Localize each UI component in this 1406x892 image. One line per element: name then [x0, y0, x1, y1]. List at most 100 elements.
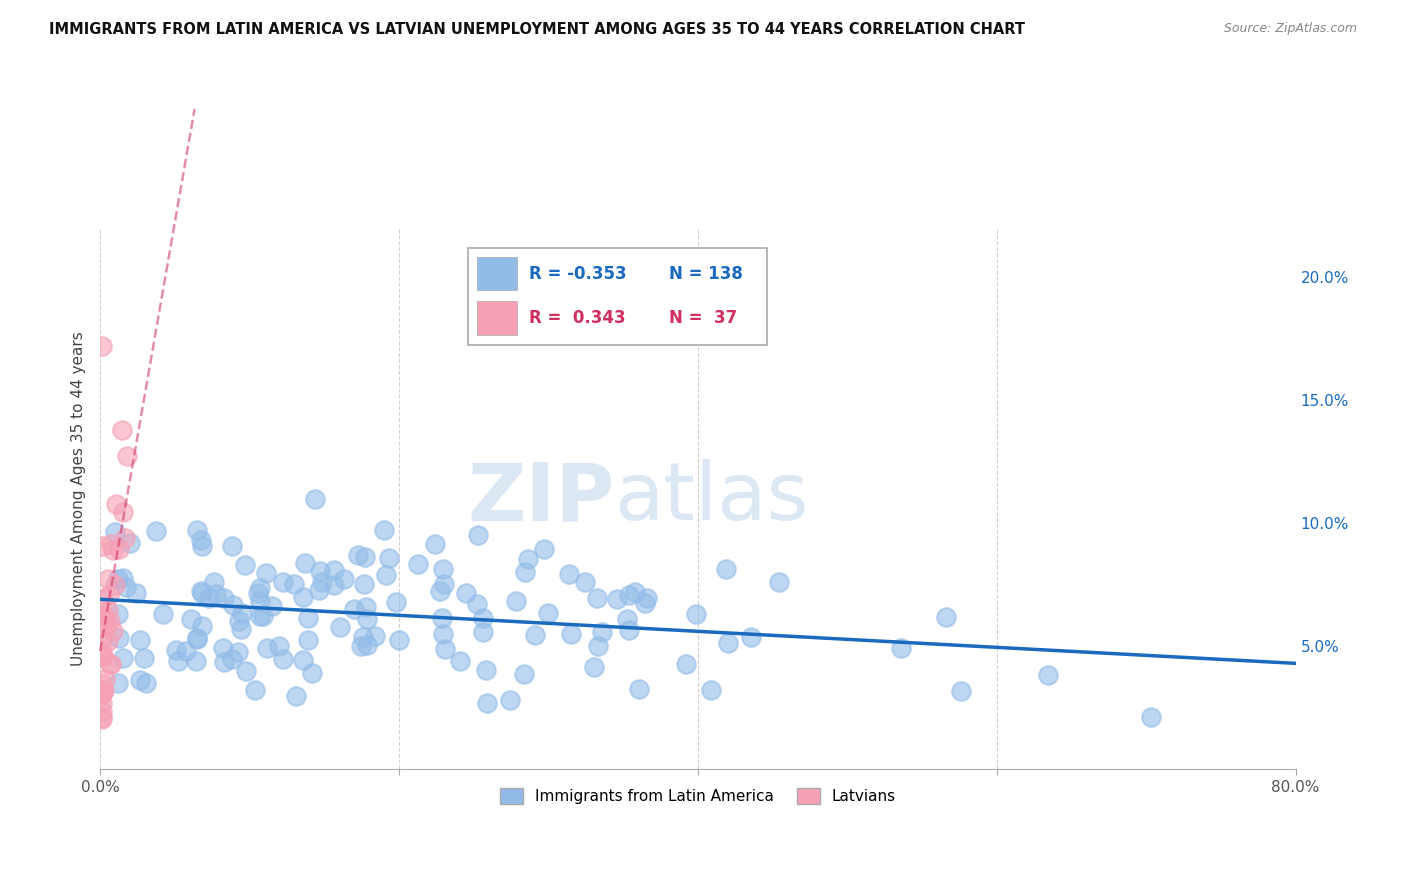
Immigrants from Latin America	[449, 654, 471, 668]
Immigrants from Latin America	[474, 663, 496, 677]
Latvians	[91, 685, 114, 699]
Immigrants from Latin America	[267, 639, 290, 653]
Latvians	[107, 542, 129, 557]
Immigrants from Latin America	[675, 657, 697, 671]
Immigrants from Latin America	[228, 614, 250, 628]
Immigrants from Latin America	[467, 528, 489, 542]
Immigrants from Latin America	[283, 577, 305, 591]
Immigrants from Latin America	[221, 652, 243, 666]
Immigrants from Latin America	[186, 654, 208, 668]
Immigrants from Latin America	[375, 567, 398, 582]
Immigrants from Latin America	[118, 535, 141, 549]
Immigrants from Latin America	[433, 576, 456, 591]
Immigrants from Latin America	[180, 612, 202, 626]
Latvians	[100, 615, 122, 629]
Immigrants from Latin America	[135, 676, 157, 690]
Immigrants from Latin America	[619, 588, 641, 602]
Immigrants from Latin America	[152, 607, 174, 621]
Immigrants from Latin America	[700, 683, 723, 698]
Immigrants from Latin America	[128, 633, 150, 648]
Immigrants from Latin America	[354, 549, 377, 564]
Latvians	[104, 497, 127, 511]
Immigrants from Latin America	[388, 632, 411, 647]
Latvians	[91, 540, 114, 554]
Immigrants from Latin America	[560, 627, 582, 641]
Immigrants from Latin America	[235, 664, 257, 678]
Latvians	[111, 423, 134, 437]
Immigrants from Latin America	[1140, 709, 1163, 723]
Immigrants from Latin America	[226, 645, 249, 659]
Immigrants from Latin America	[190, 533, 212, 548]
Immigrants from Latin America	[517, 551, 540, 566]
Immigrants from Latin America	[472, 611, 495, 625]
Immigrants from Latin America	[107, 676, 129, 690]
Latvians	[91, 649, 114, 664]
Latvians	[94, 613, 117, 627]
Latvians	[112, 505, 135, 519]
Y-axis label: Unemployment Among Ages 35 to 44 years: Unemployment Among Ages 35 to 44 years	[72, 331, 86, 665]
Immigrants from Latin America	[499, 693, 522, 707]
Immigrants from Latin America	[197, 591, 219, 606]
Immigrants from Latin America	[935, 610, 957, 624]
Latvians	[90, 696, 112, 710]
Immigrants from Latin America	[108, 632, 131, 646]
Immigrants from Latin America	[333, 572, 356, 586]
Immigrants from Latin America	[297, 632, 319, 647]
Latvians	[97, 588, 120, 602]
Immigrants from Latin America	[291, 653, 314, 667]
Immigrants from Latin America	[249, 593, 271, 607]
Latvians	[90, 643, 112, 657]
Immigrants from Latin America	[252, 609, 274, 624]
Immigrants from Latin America	[271, 652, 294, 666]
Immigrants from Latin America	[768, 574, 790, 589]
Immigrants from Latin America	[475, 696, 498, 710]
Immigrants from Latin America	[617, 624, 640, 638]
Immigrants from Latin America	[354, 599, 377, 614]
Immigrants from Latin America	[231, 606, 253, 620]
Immigrants from Latin America	[211, 640, 233, 655]
Latvians	[91, 648, 114, 663]
Immigrants from Latin America	[112, 651, 135, 665]
Immigrants from Latin America	[297, 611, 319, 625]
Immigrants from Latin America	[716, 561, 738, 575]
Latvians	[90, 338, 112, 352]
Immigrants from Latin America	[221, 598, 243, 612]
Immigrants from Latin America	[356, 612, 378, 626]
Immigrants from Latin America	[432, 627, 454, 641]
Immigrants from Latin America	[423, 536, 446, 550]
Immigrants from Latin America	[145, 524, 167, 539]
Immigrants from Latin America	[623, 585, 645, 599]
Immigrants from Latin America	[740, 630, 762, 644]
Immigrants from Latin America	[174, 644, 197, 658]
Immigrants from Latin America	[616, 612, 638, 626]
Immigrants from Latin America	[128, 673, 150, 688]
Immigrants from Latin America	[1038, 667, 1060, 681]
Immigrants from Latin America	[191, 586, 214, 600]
Latvians	[93, 610, 115, 624]
Immigrants from Latin America	[186, 523, 208, 537]
Immigrants from Latin America	[353, 577, 375, 591]
Immigrants from Latin America	[212, 655, 235, 669]
Immigrants from Latin America	[346, 549, 368, 563]
Immigrants from Latin America	[205, 587, 228, 601]
Immigrants from Latin America	[231, 622, 253, 636]
Immigrants from Latin America	[134, 651, 156, 665]
Immigrants from Latin America	[505, 593, 527, 607]
Legend: Immigrants from Latin America, Latvians: Immigrants from Latin America, Latvians	[494, 782, 903, 811]
Immigrants from Latin America	[342, 602, 364, 616]
Immigrants from Latin America	[256, 640, 278, 655]
Immigrants from Latin America	[323, 577, 346, 591]
Immigrants from Latin America	[125, 586, 148, 600]
Latvians	[97, 634, 120, 648]
Immigrants from Latin America	[432, 562, 454, 576]
Immigrants from Latin America	[271, 574, 294, 589]
Immigrants from Latin America	[472, 624, 495, 639]
Immigrants from Latin America	[186, 632, 208, 647]
Latvians	[91, 608, 114, 623]
Immigrants from Latin America	[111, 571, 134, 585]
Immigrants from Latin America	[309, 564, 332, 578]
Immigrants from Latin America	[329, 620, 352, 634]
Latvians	[114, 531, 136, 545]
Immigrants from Latin America	[107, 607, 129, 622]
Immigrants from Latin America	[434, 642, 457, 657]
